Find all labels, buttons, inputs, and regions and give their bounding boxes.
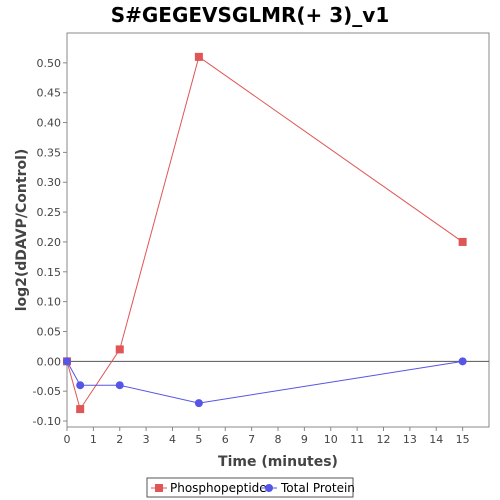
x-axis: 0 1 2 3 4 5 6 7 8 9 10 11 12 13 14 15 bbox=[64, 427, 470, 446]
y-tick-label: 0.30 bbox=[37, 176, 62, 189]
y-tick-label: 0.35 bbox=[37, 146, 62, 159]
y-tick-label: 0.10 bbox=[37, 296, 62, 309]
y-tick-label: 0.25 bbox=[37, 206, 62, 219]
data-point-total-protein bbox=[63, 357, 71, 366]
data-point-phosphopeptide bbox=[76, 405, 85, 414]
x-tick-label: 7 bbox=[248, 433, 255, 446]
y-tick-label: 0.00 bbox=[37, 355, 62, 368]
x-tick-label: 3 bbox=[143, 433, 150, 446]
y-tick-label: 0.20 bbox=[37, 236, 62, 249]
y-tick-label: 0.45 bbox=[37, 87, 62, 100]
data-point-total-protein bbox=[115, 381, 124, 390]
x-tick-label: 5 bbox=[195, 433, 202, 446]
y-tick-label: -0.05 bbox=[33, 385, 61, 398]
x-axis-label: Time (minutes) bbox=[218, 454, 338, 470]
plot-area bbox=[66, 32, 490, 428]
series-layer bbox=[63, 52, 467, 414]
x-tick-label: 8 bbox=[275, 433, 282, 446]
x-tick-label: 4 bbox=[169, 433, 176, 446]
x-tick-label: 13 bbox=[403, 433, 417, 446]
x-tick-label: 9 bbox=[301, 433, 308, 446]
data-point-total-protein bbox=[76, 381, 85, 390]
y-tick-label: 0.50 bbox=[37, 57, 62, 70]
x-tick-label: 1 bbox=[90, 433, 97, 446]
legend-marker-total-protein bbox=[265, 484, 273, 492]
y-tick-label: 0.15 bbox=[37, 266, 62, 279]
x-tick-label: 15 bbox=[456, 433, 470, 446]
data-point-phosphopeptide bbox=[458, 237, 467, 246]
data-point-total-protein bbox=[458, 357, 467, 366]
y-axis-label: log2(dDAVP/Control) bbox=[14, 149, 30, 312]
y-tick-label: 0.40 bbox=[37, 117, 62, 130]
y-tick-label: -0.10 bbox=[33, 415, 61, 428]
chart-title: S#GEGEVSGLMR(+ 3)_v1 bbox=[111, 3, 390, 27]
x-tick-label: 2 bbox=[116, 433, 123, 446]
legend-label-total-protein: Total Protein bbox=[280, 481, 355, 495]
legend-box bbox=[146, 477, 354, 498]
data-point-total-protein bbox=[194, 399, 203, 408]
x-tick-label: 0 bbox=[64, 433, 71, 446]
x-tick-label: 10 bbox=[324, 433, 338, 446]
x-tick-label: 12 bbox=[377, 433, 391, 446]
legend: Phosphopeptide Total Protein bbox=[146, 477, 355, 498]
data-point-phosphopeptide bbox=[194, 52, 203, 61]
x-tick-label: 6 bbox=[222, 433, 229, 446]
data-point-phosphopeptide bbox=[115, 345, 124, 354]
legend-marker-phosphopeptide bbox=[155, 484, 163, 492]
x-tick-label: 14 bbox=[429, 433, 443, 446]
y-tick-label: 0.05 bbox=[37, 325, 62, 338]
x-tick-label: 11 bbox=[350, 433, 364, 446]
y-axis: -0.10 -0.05 0.00 0.05 0.10 0.15 0.20 0.25 0.30 0.… bbox=[33, 57, 67, 428]
legend-label-phosphopeptide: Phosphopeptide bbox=[170, 481, 267, 495]
